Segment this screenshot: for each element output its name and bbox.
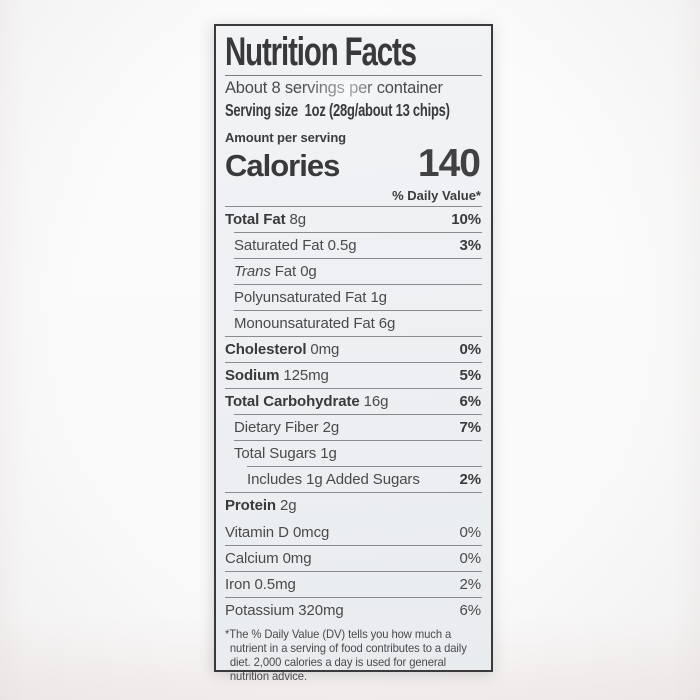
label-title: Nutrition Facts: [225, 30, 417, 74]
nutrient-row-protein: Protein 2g: [225, 492, 482, 518]
nutrient-row-monounsaturated-fat: Monounsaturated Fat 6g: [234, 310, 482, 336]
nutrient-row-polyunsaturated-fat: Polyunsaturated Fat 1g: [234, 284, 482, 310]
nutrient-row-cholesterol: Cholesterol 0mg 0%: [225, 336, 482, 362]
nutrient-row-total-sugars: Total Sugars 1g: [234, 440, 482, 466]
nutrient-row-iron: Iron 0.5mg 2%: [225, 571, 482, 597]
micronutrient-rows: Vitamin D 0mcg 0% Calcium 0mg 0% Iron 0.…: [225, 520, 482, 623]
nutrient-row-total-carbohydrate: Total Carbohydrate 16g 6%: [225, 388, 482, 414]
nutrient-row-vitamin-d: Vitamin D 0mcg 0%: [225, 524, 481, 542]
calories-value: 140: [417, 142, 481, 185]
title-divider: [225, 75, 482, 76]
serving-size-label: Serving size: [225, 100, 298, 120]
nutrient-row-trans-fat: Trans Fat 0g: [234, 258, 482, 284]
servings-per-container: About 8 servings per container: [225, 79, 443, 97]
daily-value-footnote: *The % Daily Value (DV) tells you how mu…: [225, 628, 467, 684]
nutrient-row-dietary-fiber: Dietary Fiber 2g 7%: [234, 414, 482, 440]
nutrient-row-potassium: Potassium 320mg 6%: [225, 597, 482, 623]
calories-row: Calories 140: [225, 142, 482, 185]
nutrient-row-saturated-fat: Saturated Fat 0.5g 3%: [234, 232, 482, 258]
nutrient-rows: Total Fat 8g 10% Saturated Fat 0.5g 3% Tr…: [225, 206, 482, 518]
daily-value-header: % Daily Value*: [392, 188, 481, 204]
nutrient-row-total-fat: Total Fat 8g 10%: [225, 206, 482, 232]
nutrient-row-added-sugars: Includes 1g Added Sugars 2%: [247, 466, 482, 492]
nutrition-facts-label: Nutrition Facts About 8 servings per con…: [214, 24, 493, 683]
amount-per-serving-label: Amount per serving: [225, 130, 346, 145]
nutrient-row-calcium: Calcium 0mg 0%: [225, 545, 482, 571]
serving-size-line: Serving size 1oz (28g/about 13 chips): [225, 99, 450, 124]
nutrient-row-sodium: Sodium 125mg 5%: [225, 362, 482, 388]
calories-label: Calories: [225, 147, 340, 183]
serving-size-value: 1oz (28g/about 13 chips): [304, 100, 450, 120]
